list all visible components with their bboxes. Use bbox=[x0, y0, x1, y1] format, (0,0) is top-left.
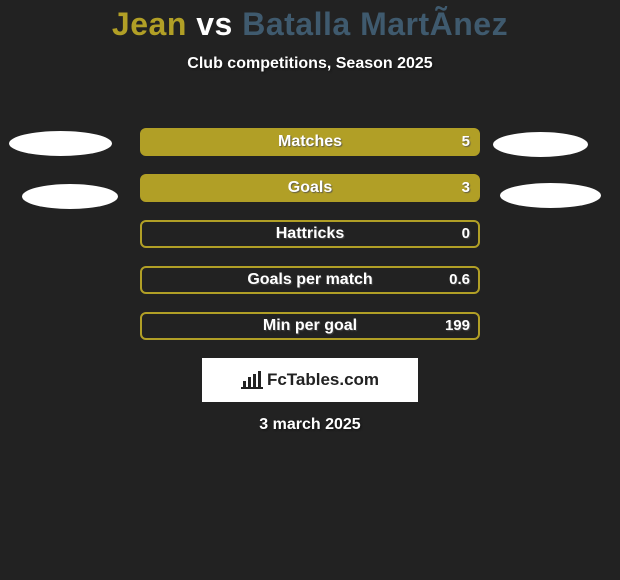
stat-row: Hattricks0 bbox=[0, 216, 620, 262]
player1-name: Jean bbox=[112, 6, 187, 42]
stat-bar bbox=[140, 266, 480, 294]
date-text: 3 march 2025 bbox=[0, 416, 620, 434]
attribution-badge: FcTables.com bbox=[202, 358, 418, 402]
stat-bar bbox=[140, 312, 480, 340]
stat-value: 199 bbox=[445, 312, 470, 340]
placeholder-ellipse bbox=[22, 184, 118, 209]
stat-row: Min per goal199 bbox=[0, 308, 620, 354]
placeholder-ellipse bbox=[500, 183, 601, 208]
stat-value: 0 bbox=[462, 220, 470, 248]
stat-row: Goals per match0.6 bbox=[0, 262, 620, 308]
player2-name: Batalla MartÃ­nez bbox=[242, 6, 508, 42]
stat-bar bbox=[140, 128, 480, 156]
attribution-text: FcTables.com bbox=[267, 370, 379, 390]
page-title: Jean vs Batalla MartÃ­nez bbox=[0, 6, 620, 43]
subtitle: Club competitions, Season 2025 bbox=[0, 55, 620, 73]
placeholder-ellipse bbox=[9, 131, 112, 156]
comparison-chart: Matches5Goals3Hattricks0Goals per match0… bbox=[0, 124, 620, 354]
bar-chart-icon bbox=[241, 371, 263, 389]
stat-value: 0.6 bbox=[449, 266, 470, 294]
stat-bar bbox=[140, 220, 480, 248]
stat-bar bbox=[140, 174, 480, 202]
vs-text: vs bbox=[196, 6, 233, 42]
placeholder-ellipse bbox=[493, 132, 588, 157]
stat-value: 3 bbox=[462, 174, 470, 202]
stat-value: 5 bbox=[462, 128, 470, 156]
